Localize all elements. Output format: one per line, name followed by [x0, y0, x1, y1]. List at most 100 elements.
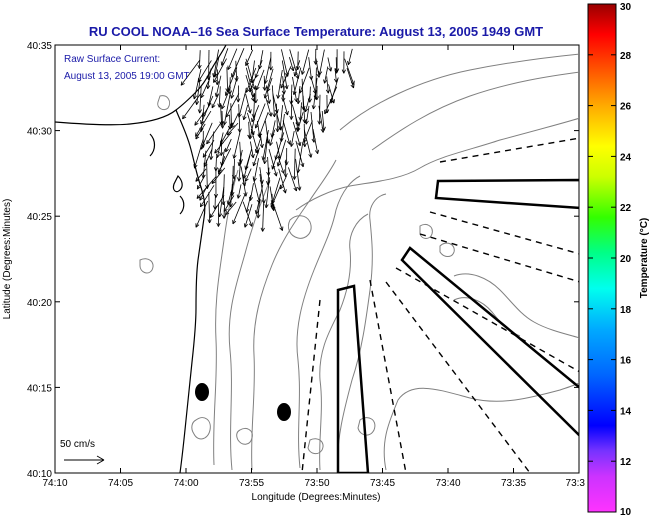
- current-vector: [233, 132, 241, 159]
- current-vector: [199, 186, 208, 201]
- current-vector: [210, 131, 215, 160]
- current-vector: [334, 68, 337, 83]
- current-vector: [208, 192, 210, 224]
- current-vector-head: [199, 64, 202, 69]
- current-vector-head: [193, 95, 198, 100]
- buoy-markers: [195, 383, 291, 421]
- current-vector-head: [215, 80, 218, 85]
- current-vector: [249, 77, 256, 93]
- current-vector-head: [215, 193, 219, 198]
- current-vector: [315, 67, 317, 100]
- current-vector-head: [244, 224, 248, 228]
- current-vector-head: [280, 170, 285, 174]
- current-vector: [221, 110, 223, 129]
- current-vector-head: [315, 89, 317, 94]
- current-vector: [200, 104, 205, 132]
- current-vector-head: [225, 210, 227, 215]
- current-vector-head: [228, 203, 231, 208]
- x-tick-label: 73:45: [370, 478, 395, 489]
- current-vector-head: [197, 64, 200, 69]
- current-vector: [231, 48, 245, 78]
- current-vector-head: [304, 120, 307, 125]
- current-vector-head: [240, 159, 243, 164]
- current-vector-head: [278, 126, 282, 131]
- current-vector-head: [192, 95, 195, 100]
- current-vector: [230, 103, 232, 127]
- current-vector-head: [259, 144, 263, 149]
- current-vector-head: [196, 101, 200, 105]
- current-vector-head: [206, 139, 208, 144]
- current-vector-head: [249, 134, 252, 139]
- current-vector-head: [206, 184, 210, 189]
- current-vector: [206, 159, 208, 189]
- current-vector: [209, 194, 225, 218]
- current-vector-head: [297, 169, 301, 173]
- current-vector-head: [202, 154, 207, 158]
- current-vector: [324, 66, 329, 84]
- current-vector-head: [313, 105, 316, 110]
- current-vector-head: [207, 219, 210, 224]
- current-vector-head: [229, 90, 233, 95]
- current-vector-head: [215, 93, 219, 97]
- current-vector: [256, 69, 265, 91]
- current-vector-head: [275, 128, 278, 133]
- current-vector: [220, 138, 223, 156]
- current-vector: [221, 86, 231, 110]
- current-vector-head: [232, 220, 237, 225]
- current-vector: [243, 156, 251, 179]
- current-vector: [258, 112, 269, 137]
- current-vector-head: [324, 79, 328, 84]
- current-vector-head: [281, 97, 284, 102]
- current-vector-head: [245, 89, 250, 93]
- buoy-marker: [195, 383, 209, 401]
- current-vector-head: [276, 94, 279, 99]
- current-vector: [200, 185, 215, 208]
- current-vector-head: [277, 94, 281, 99]
- colorbar-tick-label: 10: [620, 507, 632, 518]
- current-vector: [200, 78, 211, 98]
- current-vector-head: [277, 155, 281, 159]
- current-vector: [324, 86, 338, 115]
- current-vector: [219, 186, 225, 217]
- current-vector-head: [245, 178, 249, 182]
- current-vector-head: [300, 70, 303, 75]
- current-vector-head: [252, 153, 255, 159]
- current-vector: [305, 105, 310, 125]
- current-vector: [282, 120, 291, 145]
- current-vector-head: [280, 186, 284, 190]
- current-vector-head: [218, 171, 222, 175]
- current-vector-head: [236, 194, 239, 199]
- current-vector-head: [333, 99, 335, 104]
- current-vector-head: [215, 153, 218, 158]
- current-vector-head: [257, 134, 261, 139]
- current-vector: [328, 84, 335, 104]
- current-vector-head: [216, 222, 219, 227]
- current-vector-head: [236, 77, 239, 82]
- current-vector-head: [243, 116, 247, 121]
- current-vector: [294, 148, 296, 180]
- current-vector: [267, 77, 273, 92]
- current-vector-head: [197, 186, 201, 190]
- current-vector-head: [289, 100, 292, 105]
- current-vector-head: [343, 69, 346, 74]
- current-vector-head: [227, 66, 232, 70]
- current-vector-head: [255, 148, 257, 153]
- current-vector-head: [231, 95, 235, 99]
- current-vector-head: [285, 189, 287, 194]
- current-vector: [237, 184, 242, 199]
- current-vector-head: [353, 83, 355, 89]
- current-vector-head: [319, 120, 322, 125]
- current-vector-head: [212, 205, 216, 210]
- y-tick-label: 40:10: [27, 469, 52, 480]
- current-vector-head: [273, 172, 277, 177]
- current-vector-head: [194, 123, 199, 126]
- current-vector: [268, 148, 277, 177]
- plot-area: [54, 44, 580, 474]
- current-vector-head: [211, 105, 216, 109]
- current-vector: [238, 149, 243, 167]
- current-vector-head: [297, 66, 300, 70]
- current-vector: [231, 165, 234, 196]
- current-vector-head: [194, 164, 198, 169]
- current-vector-head: [320, 128, 324, 133]
- current-vector-head: [206, 76, 209, 80]
